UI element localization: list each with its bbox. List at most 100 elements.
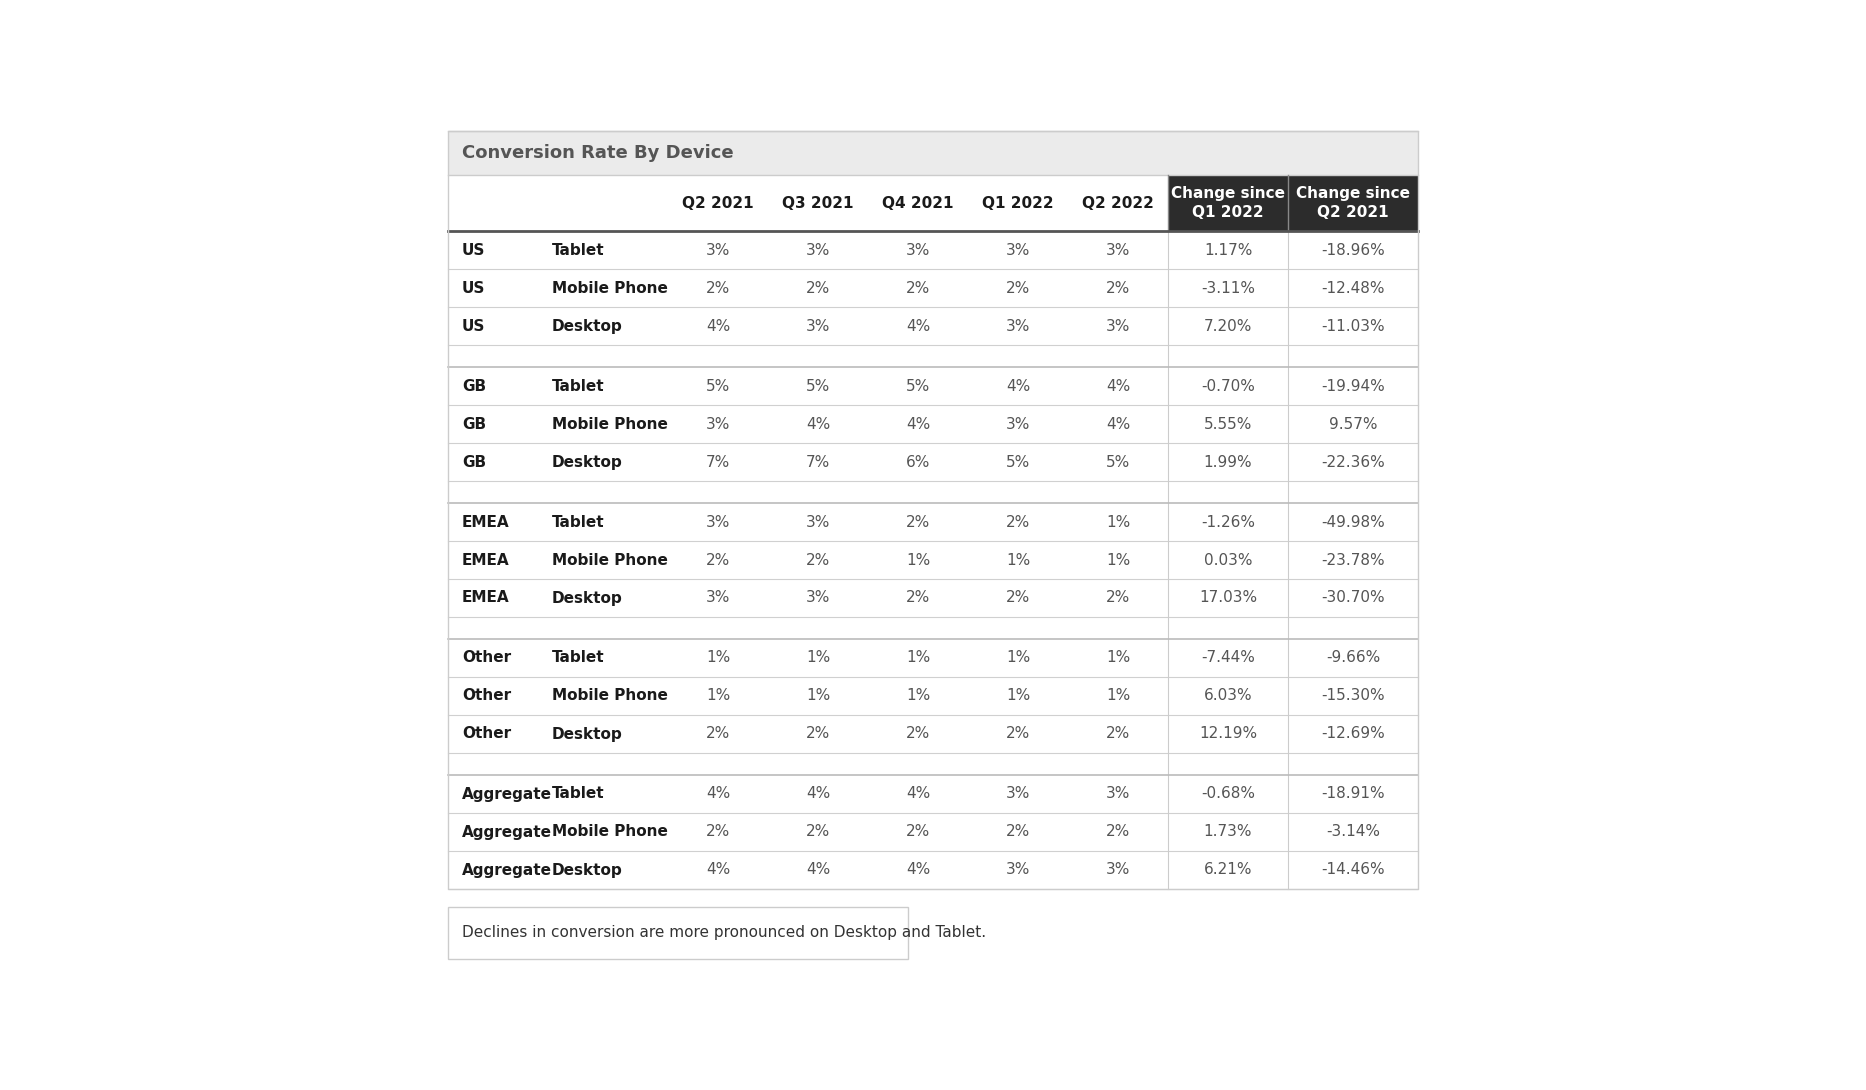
Text: 1.17%: 1.17%	[1204, 242, 1252, 257]
Text: 2%: 2%	[905, 591, 929, 606]
Bar	[448, 677, 1418, 715]
Text: 2%: 2%	[705, 280, 730, 295]
Text: Mobile Phone: Mobile Phone	[552, 280, 668, 295]
Text: 2%: 2%	[1107, 727, 1131, 741]
Bar	[448, 617, 1418, 639]
Bar	[448, 269, 1418, 307]
Text: 1%: 1%	[1107, 689, 1131, 703]
Text: 6.21%: 6.21%	[1204, 862, 1252, 877]
Text: GB: GB	[463, 378, 487, 393]
Text: 5%: 5%	[1107, 455, 1131, 470]
Bar	[448, 307, 1418, 346]
Text: 4%: 4%	[905, 862, 929, 877]
Text: 2%: 2%	[1107, 591, 1131, 606]
Text: -0.68%: -0.68%	[1202, 787, 1256, 801]
Text: 2%: 2%	[806, 553, 830, 568]
Text: 12.19%: 12.19%	[1200, 727, 1258, 741]
Text: EMEA: EMEA	[463, 514, 509, 530]
Text: 2%: 2%	[806, 727, 830, 741]
Text: 3%: 3%	[1006, 318, 1030, 334]
Text: 1%: 1%	[806, 689, 830, 703]
Text: EMEA: EMEA	[463, 591, 509, 606]
Text: 1%: 1%	[705, 651, 730, 666]
Text: -23.78%: -23.78%	[1321, 553, 1385, 568]
Text: 6.03%: 6.03%	[1204, 689, 1252, 703]
Text: Mobile Phone: Mobile Phone	[552, 553, 668, 568]
Text: Declines in conversion are more pronounced on Desktop and Tablet.: Declines in conversion are more pronounc…	[463, 925, 985, 941]
Text: Tablet: Tablet	[552, 378, 605, 393]
Text: 2%: 2%	[806, 824, 830, 839]
Text: 4%: 4%	[905, 787, 929, 801]
Text: 1%: 1%	[1107, 651, 1131, 666]
Text: 1%: 1%	[1006, 553, 1030, 568]
Text: 2%: 2%	[905, 514, 929, 530]
Text: 1%: 1%	[905, 651, 929, 666]
Text: 7%: 7%	[806, 455, 830, 470]
Bar	[448, 481, 1418, 502]
Bar	[448, 131, 1418, 889]
Bar	[448, 502, 1418, 541]
Bar	[448, 639, 1418, 677]
Text: 2%: 2%	[1006, 591, 1030, 606]
Text: 3%: 3%	[806, 514, 830, 530]
Text: 2%: 2%	[1107, 280, 1131, 295]
Text: -18.91%: -18.91%	[1321, 787, 1385, 801]
Text: EMEA: EMEA	[463, 553, 509, 568]
Text: 2%: 2%	[806, 280, 830, 295]
Bar	[448, 579, 1418, 617]
Text: 17.03%: 17.03%	[1200, 591, 1258, 606]
Text: Q3 2021: Q3 2021	[782, 195, 855, 210]
Text: 4%: 4%	[806, 862, 830, 877]
Bar	[448, 775, 1418, 813]
Text: Other: Other	[463, 651, 511, 666]
Text: -19.94%: -19.94%	[1321, 378, 1385, 393]
Bar	[448, 541, 1418, 579]
Text: 5%: 5%	[705, 378, 730, 393]
Text: 4%: 4%	[806, 416, 830, 432]
Text: 2%: 2%	[705, 824, 730, 839]
Text: Aggregate: Aggregate	[463, 787, 552, 801]
Text: 3%: 3%	[1107, 862, 1131, 877]
Text: 5.55%: 5.55%	[1204, 416, 1252, 432]
Text: 4%: 4%	[1006, 378, 1030, 393]
Bar	[448, 753, 1418, 775]
Text: 3%: 3%	[1006, 862, 1030, 877]
Bar	[448, 443, 1418, 481]
Text: 3%: 3%	[1107, 242, 1131, 257]
Text: Tablet: Tablet	[552, 651, 605, 666]
Text: 4%: 4%	[905, 416, 929, 432]
Text: 4%: 4%	[1107, 378, 1131, 393]
Text: -3.11%: -3.11%	[1202, 280, 1256, 295]
Text: -22.36%: -22.36%	[1321, 455, 1385, 470]
Text: 4%: 4%	[806, 787, 830, 801]
Text: Q1 2022: Q1 2022	[982, 195, 1054, 210]
Text: 2%: 2%	[1006, 824, 1030, 839]
Text: Aggregate: Aggregate	[463, 862, 552, 877]
Text: 3%: 3%	[806, 242, 830, 257]
Text: 7.20%: 7.20%	[1204, 318, 1252, 334]
Text: 1%: 1%	[905, 689, 929, 703]
Text: 3%: 3%	[1107, 318, 1131, 334]
Text: 5%: 5%	[1006, 455, 1030, 470]
Text: Mobile Phone: Mobile Phone	[552, 416, 668, 432]
Text: -7.44%: -7.44%	[1202, 651, 1256, 666]
Text: 4%: 4%	[705, 787, 730, 801]
Text: 3%: 3%	[705, 591, 730, 606]
Bar	[448, 131, 1418, 175]
Text: 9.57%: 9.57%	[1329, 416, 1377, 432]
Text: 2%: 2%	[905, 280, 929, 295]
Text: 5%: 5%	[905, 378, 929, 393]
Text: Desktop: Desktop	[552, 455, 623, 470]
Text: 4%: 4%	[905, 318, 929, 334]
Text: -49.98%: -49.98%	[1321, 514, 1385, 530]
Text: 0.03%: 0.03%	[1204, 553, 1252, 568]
Text: Q2 2022: Q2 2022	[1082, 195, 1153, 210]
Text: 3%: 3%	[1107, 787, 1131, 801]
Text: Tablet: Tablet	[552, 787, 605, 801]
Text: -1.26%: -1.26%	[1202, 514, 1256, 530]
Text: 3%: 3%	[705, 514, 730, 530]
Text: 7%: 7%	[705, 455, 730, 470]
Text: 3%: 3%	[1006, 242, 1030, 257]
Text: Change since
Q1 2022: Change since Q1 2022	[1172, 186, 1286, 220]
Text: 2%: 2%	[705, 727, 730, 741]
